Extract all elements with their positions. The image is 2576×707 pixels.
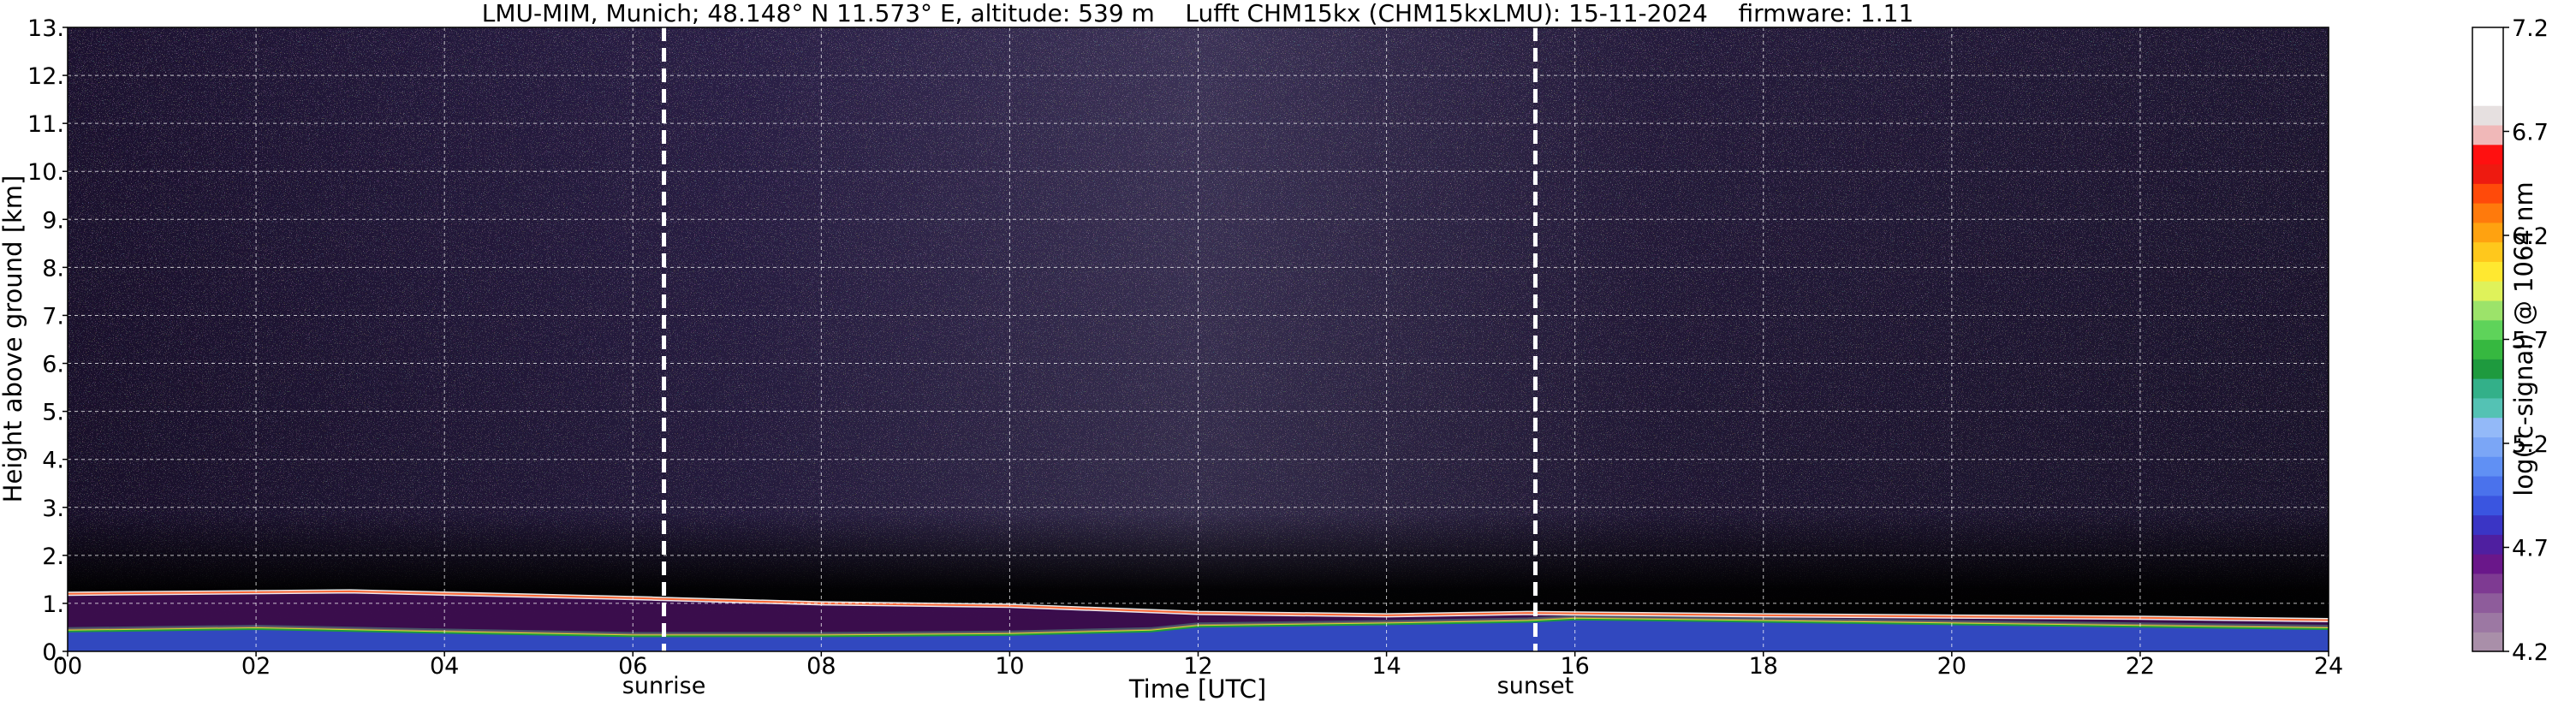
x-tick-label: 10: [995, 653, 1024, 680]
colorbar-tick-label: 4.7: [2512, 536, 2549, 562]
colorbar-tick-label: 4.2: [2512, 639, 2549, 666]
colorbar-swatch: [2472, 183, 2503, 204]
y-tick-label: 8.: [42, 255, 64, 282]
x-tick-label: 08: [806, 653, 836, 680]
colorbar-tick-label: 5.7: [2512, 328, 2549, 354]
y-tick-label: 7.: [42, 303, 64, 330]
colorbar-swatch: [2472, 417, 2503, 438]
x-axis-label: Time [UTC]: [1128, 674, 1266, 704]
colorbar-swatch: [2472, 27, 2503, 48]
colorbar-swatch: [2472, 456, 2503, 477]
colorbar-swatch: [2472, 105, 2503, 126]
y-tick-label: 13.: [27, 15, 64, 42]
colorbar-swatch: [2472, 612, 2503, 633]
y-tick-label: 11.: [27, 111, 64, 138]
colorbar-swatch: [2472, 144, 2503, 165]
x-tick-label: 22: [2126, 653, 2155, 680]
colorbar-swatch: [2472, 163, 2503, 184]
colorbar-swatch: [2472, 46, 2503, 68]
y-tick-label: 0.: [42, 639, 64, 666]
y-tick-label: 10.: [27, 159, 64, 186]
marker-label-sunrise: sunrise: [622, 673, 706, 699]
colorbar-swatch: [2472, 86, 2503, 106]
x-tick-label: 06: [618, 653, 647, 680]
colorbar-swatch: [2472, 222, 2503, 243]
x-tick-label: 16: [1560, 653, 1589, 680]
colorbar-swatch: [2472, 495, 2503, 516]
x-tick-label: 12: [1183, 653, 1212, 680]
colorbar-swatch: [2472, 632, 2503, 652]
y-tick-label: 4.: [42, 448, 64, 474]
plot-area: [68, 27, 2329, 651]
layer-line: [68, 590, 2329, 621]
y-tick-label: 12.: [27, 63, 64, 90]
colorbar-swatch: [2472, 203, 2503, 223]
x-tick-label: 14: [1371, 653, 1401, 680]
y-tick-label: 2.: [42, 544, 64, 570]
y-axis-label: Height above ground [km]: [0, 175, 27, 503]
y-tick-label: 6.: [42, 352, 64, 378]
colorbar-swatch: [2472, 378, 2503, 399]
colorbar-swatch: [2472, 437, 2503, 457]
colorbar-swatch: [2472, 300, 2503, 321]
colorbar-swatch: [2472, 397, 2503, 419]
colorbar-label: log(rc-signal) @ 1064 nm: [2509, 181, 2538, 496]
colorbar-swatch: [2472, 281, 2503, 301]
colorbar-swatch: [2472, 66, 2503, 86]
colorbar-swatch: [2472, 261, 2503, 282]
colorbar-swatch: [2472, 514, 2503, 535]
colorbar-swatch: [2472, 339, 2503, 359]
colorbar-swatch: [2472, 124, 2503, 146]
x-tick-label: 04: [430, 653, 459, 680]
x-tick-label: 20: [1937, 653, 1966, 680]
colorbar-swatch: [2472, 573, 2503, 594]
colorbar-swatch: [2472, 534, 2503, 555]
colorbar-swatch: [2472, 241, 2503, 262]
colorbar-tick-label: 7.2: [2512, 15, 2549, 42]
colorbar-tick-label: 6.2: [2512, 223, 2549, 250]
y-tick-label: 3.: [42, 496, 64, 522]
y-tick-label: 5.: [42, 400, 64, 426]
x-tick-label: 02: [241, 653, 271, 680]
colorbar-swatch: [2472, 554, 2503, 574]
y-tick-label: 9.: [42, 207, 64, 234]
colorbar-tick-label: 5.2: [2512, 431, 2549, 458]
x-tick-label: 24: [2314, 653, 2343, 680]
x-tick-label: 18: [1749, 653, 1778, 680]
colorbar-swatch: [2472, 475, 2503, 496]
x-tick-label: 00: [53, 653, 82, 680]
y-tick-label: 1.: [42, 591, 64, 618]
colorbar-swatch: [2472, 592, 2503, 614]
colorbar-swatch: [2472, 359, 2503, 379]
chart-title: LMU-MIM, Munich; 48.148° N 11.573° E, al…: [482, 0, 1914, 27]
marker-label-sunset: sunset: [1497, 673, 1574, 699]
colorbar: 4.2 4.7 5.2 5.7 6.2 6.7 7.2: [2472, 15, 2549, 666]
colorbar-tick-label: 6.7: [2512, 120, 2549, 146]
colorbar-swatch: [2472, 319, 2503, 341]
